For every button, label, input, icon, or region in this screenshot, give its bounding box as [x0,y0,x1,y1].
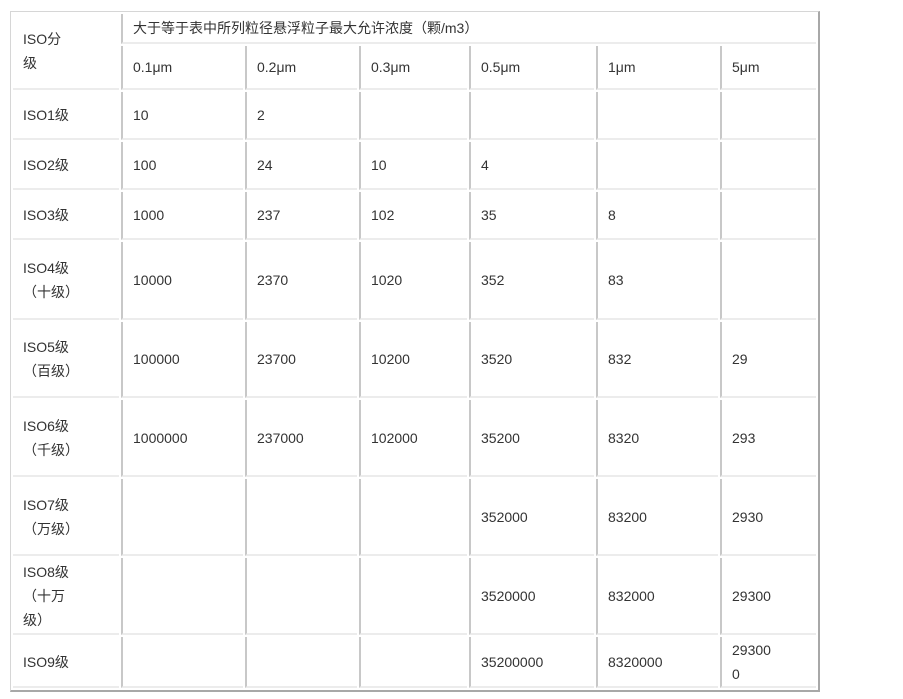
value-cell: 35200 [469,400,594,477]
value-cell [596,92,718,140]
value-cell: 293 [720,400,816,477]
size-header: 0.5μm [469,46,594,90]
value-cell: 352000 [469,479,594,556]
value-cell [720,242,816,320]
size-header: 0.3μm [359,46,467,90]
value-cell: 83 [596,242,718,320]
value-cell: 8320000 [596,637,718,688]
table-row: ISO6级（千级） 1000000 237000 102000 35200 8320 293 [13,400,816,477]
value-cell [359,479,467,556]
value-cell: 1000 [121,192,243,240]
size-header: 5μm [720,46,816,90]
value-cell: 3520000 [469,558,594,635]
value-cell: 2 [245,92,357,140]
grade-cell: ISO8级（十万级） [13,558,119,635]
table-row: ISO7级（万级） 352000 83200 2930 [13,479,816,556]
value-cell: 100000 [121,322,243,398]
value-cell: 832000 [596,558,718,635]
value-cell [121,637,243,688]
value-cell [720,192,816,240]
value-cell [596,142,718,190]
value-cell: 8320 [596,400,718,477]
table-row: ISO5级（百级） 100000 23700 10200 3520 832 29 [13,322,816,398]
value-cell: 3520 [469,322,594,398]
size-header: 1μm [596,46,718,90]
value-cell [720,142,816,190]
concentration-header: 大于等于表中所列粒径悬浮粒子最大允许浓度（颗/m3） [121,14,816,44]
table-row: ISO2级 100 24 10 4 [13,142,816,190]
grade-cell: ISO9级 [13,637,119,688]
grade-cell: ISO7级（万级） [13,479,119,556]
value-cell: 10200 [359,322,467,398]
value-cell: 10 [121,92,243,140]
value-cell: 102000 [359,400,467,477]
value-cell [720,92,816,140]
value-cell [245,637,357,688]
value-cell: 29 [720,322,816,398]
value-cell: 10000 [121,242,243,320]
size-header: 0.1μm [121,46,243,90]
grade-cell: ISO5级（百级） [13,322,119,398]
value-cell: 83200 [596,479,718,556]
grade-cell: ISO2级 [13,142,119,190]
value-cell: 4 [469,142,594,190]
value-cell: 237000 [245,400,357,477]
value-cell: 293000 [720,637,816,688]
grade-header: ISO分级 [13,14,119,90]
value-cell: 1020 [359,242,467,320]
table-row: ISO3级 1000 237 102 35 8 [13,192,816,240]
table-row: ISO9级 35200000 8320000 293000 [13,637,816,688]
grade-cell: ISO4级（十级） [13,242,119,320]
value-cell: 832 [596,322,718,398]
value-cell: 2370 [245,242,357,320]
value-cell [469,92,594,140]
value-cell: 1000000 [121,400,243,477]
iso-cleanroom-table: ISO分级 大于等于表中所列粒径悬浮粒子最大允许浓度（颗/m3） 0.1μm 0.… [10,11,820,692]
value-cell: 102 [359,192,467,240]
value-cell: 35200000 [469,637,594,688]
value-cell: 352 [469,242,594,320]
table-row: ISO1级 10 2 [13,92,816,140]
value-cell [121,558,243,635]
table-row: ISO4级（十级） 10000 2370 1020 352 83 [13,242,816,320]
value-cell [359,558,467,635]
value-cell: 29300 [720,558,816,635]
value-cell: 24 [245,142,357,190]
grade-cell: ISO6级（千级） [13,400,119,477]
value-cell: 237 [245,192,357,240]
size-header: 0.2μm [245,46,357,90]
value-cell: 100 [121,142,243,190]
table-row: ISO8级（十万级） 3520000 832000 29300 [13,558,816,635]
value-cell [359,637,467,688]
grade-cell: ISO3级 [13,192,119,240]
value-cell: 23700 [245,322,357,398]
grade-cell: ISO1级 [13,92,119,140]
value-cell [121,479,243,556]
value-cell [245,479,357,556]
value-cell: 35 [469,192,594,240]
value-cell: 8 [596,192,718,240]
value-cell: 10 [359,142,467,190]
value-cell [245,558,357,635]
value-cell [359,92,467,140]
value-cell: 2930 [720,479,816,556]
